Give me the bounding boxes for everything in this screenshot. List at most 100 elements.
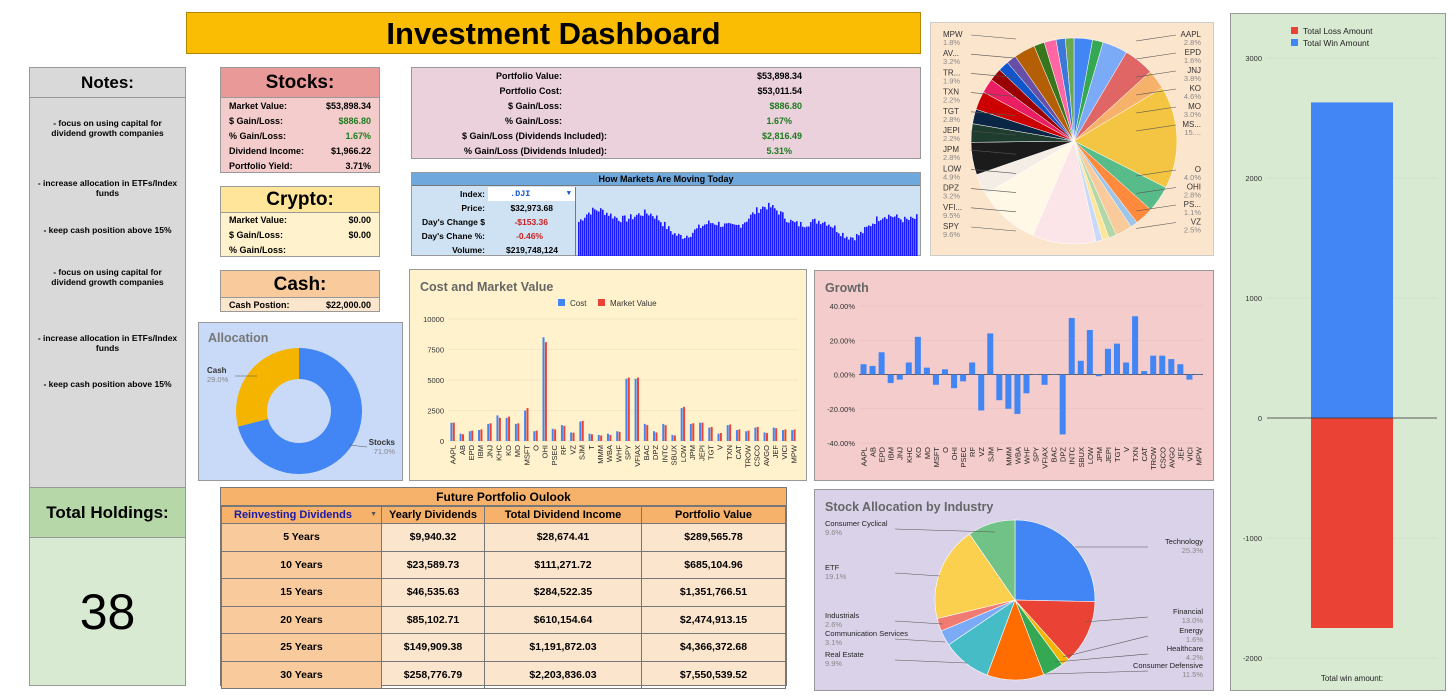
sparkline-bar bbox=[874, 223, 876, 256]
sparkline-bar bbox=[876, 216, 878, 256]
growth-bar bbox=[878, 352, 885, 375]
bar-market bbox=[563, 425, 566, 441]
sparkline-bar bbox=[592, 207, 594, 256]
growth-bar bbox=[987, 333, 994, 375]
sparkline-bar bbox=[790, 219, 792, 256]
outlook-cell: $7,550,539.52 bbox=[641, 660, 786, 689]
cost-market-chart: Cost and Market Value Cost Market Value 100… bbox=[420, 280, 798, 468]
industry-slice bbox=[934, 533, 1016, 619]
pie-pct: 4.9% bbox=[943, 172, 960, 181]
sparkline-bar bbox=[688, 237, 690, 256]
industry-pct: 13.0% bbox=[1182, 616, 1204, 625]
sparkline-bar bbox=[900, 219, 902, 256]
y-tick: 3000 bbox=[1245, 54, 1262, 63]
outlook-cell: $46,535.63 bbox=[381, 578, 485, 607]
sparkline-bar bbox=[640, 215, 642, 256]
note-item: - focus on using capital for dividend gr… bbox=[51, 118, 164, 138]
sparkline-bar bbox=[792, 220, 794, 256]
bar-cost bbox=[726, 425, 729, 441]
bar-cost bbox=[643, 423, 646, 441]
x-tick: LOW bbox=[679, 444, 688, 462]
sparkline-bar bbox=[642, 215, 644, 256]
sparkline-bar bbox=[762, 206, 764, 256]
sparkline-bar bbox=[782, 212, 784, 256]
pie-leader bbox=[970, 226, 1017, 232]
x-tick: IBM bbox=[887, 447, 896, 460]
bar-market bbox=[471, 430, 474, 441]
bar-cost bbox=[597, 434, 600, 441]
x-tick: SBUX bbox=[1077, 447, 1086, 467]
bar-market bbox=[572, 432, 575, 441]
x-tick: TXN bbox=[1131, 447, 1140, 462]
note-item: - focus on using capital for dividend gr… bbox=[51, 267, 164, 287]
bar-cost bbox=[772, 427, 775, 441]
industry-leader bbox=[1054, 653, 1149, 663]
cash-panel: Cash: Cash Postion: $22,000.00 bbox=[220, 270, 380, 312]
sparkline-bar bbox=[814, 218, 816, 256]
index-select[interactable]: .DJI ▼ bbox=[488, 187, 575, 201]
x-tick: KHC bbox=[495, 444, 504, 460]
sparkline-bar bbox=[616, 217, 618, 256]
sparkline-bar bbox=[910, 216, 912, 256]
notes-heading: Notes: bbox=[30, 68, 185, 98]
pie-label: PS... bbox=[1184, 200, 1201, 209]
x-tick: TGT bbox=[707, 445, 716, 460]
sparkline-bar bbox=[646, 213, 648, 256]
bar-cost bbox=[588, 433, 591, 441]
sparkline-bar bbox=[610, 213, 612, 256]
sparkline-bar bbox=[788, 222, 790, 256]
outlook-cell: $1,191,872.03 bbox=[484, 633, 642, 662]
growth-bar bbox=[1032, 374, 1039, 375]
sparkline-bar bbox=[634, 216, 636, 256]
sparkline-bar bbox=[660, 222, 662, 256]
industry-label: Healthcare bbox=[1167, 644, 1203, 653]
sparkline-bar bbox=[848, 239, 850, 256]
reinvest-dropdown[interactable]: Reinvesting Dividends ▼ bbox=[221, 506, 382, 524]
bar-cost bbox=[699, 422, 702, 441]
sparkline-bar bbox=[636, 214, 638, 256]
x-tick: BAC bbox=[1050, 446, 1059, 462]
markets-panel: How Markets Are Moving Today Index: .DJI ▼… bbox=[411, 172, 921, 256]
legend-label: Cost bbox=[570, 299, 587, 308]
x-tick: VICI bbox=[780, 445, 789, 460]
sparkline-bar bbox=[624, 215, 626, 256]
sparkline-bar bbox=[824, 221, 826, 256]
x-tick: V bbox=[1122, 447, 1131, 452]
y-tick: -20.00% bbox=[827, 405, 855, 414]
legend-swatch bbox=[1291, 27, 1298, 34]
sparkline-bar bbox=[750, 214, 752, 256]
x-tick: INTC bbox=[1068, 446, 1077, 464]
sparkline-bar bbox=[706, 224, 708, 256]
portfolio-row: Portfolio Value: $53,898.34 bbox=[495, 71, 802, 81]
industry-label: Technology bbox=[1165, 537, 1203, 546]
sparkline-bar bbox=[912, 217, 914, 256]
pie-leader bbox=[970, 53, 1017, 59]
pie-label: TXN bbox=[943, 88, 959, 97]
sparkline-bar bbox=[836, 232, 838, 256]
sparkline-bar bbox=[682, 238, 684, 256]
holdings-pie-chart: MPW1.8%AV...3.2%TR...1.9%TXN2.2%TGT2.8%J… bbox=[943, 30, 1202, 245]
sparkline-bar bbox=[856, 234, 858, 256]
bar-market bbox=[729, 424, 732, 441]
outlook-cell: $1,351,766.51 bbox=[641, 578, 786, 607]
growth-bar bbox=[1195, 374, 1202, 375]
growth-chart: Growth 40.00% 20.00% 0.00% -20.00% -40.00% AAP… bbox=[825, 281, 1203, 470]
sparkline-bar bbox=[700, 227, 702, 256]
x-tick: OHI bbox=[541, 445, 550, 458]
bar-market bbox=[692, 423, 695, 441]
pie-label: EPD bbox=[1185, 48, 1202, 57]
pie-leader bbox=[1135, 106, 1177, 114]
industry-pct: 25.3% bbox=[1182, 546, 1204, 555]
stocks-row: Market Value: $53,898.34 bbox=[229, 101, 371, 111]
sparkline-bar bbox=[702, 225, 704, 256]
outlook-period: 5 Years bbox=[221, 523, 382, 552]
industry-pie-chart: Stock Allocation by Industry Technology25… bbox=[825, 500, 1204, 681]
sparkline-bar bbox=[594, 209, 596, 256]
bar-market bbox=[738, 429, 741, 441]
x-tick: O bbox=[532, 445, 541, 451]
growth-bar bbox=[1114, 343, 1120, 375]
x-tick: AVGO bbox=[762, 445, 771, 466]
growth-bar bbox=[869, 365, 876, 375]
pie-leader bbox=[970, 34, 1017, 40]
chart-title: Growth bbox=[825, 281, 869, 295]
